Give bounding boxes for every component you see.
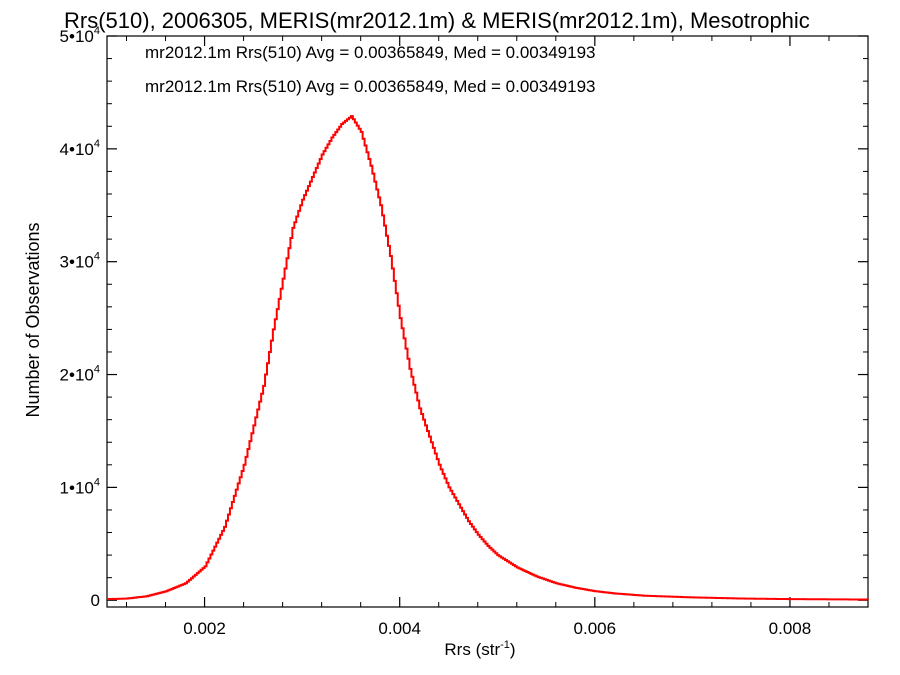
y-tick-label-base: 0 [91, 591, 100, 610]
y-tick-label-superscript: 4 [94, 251, 100, 263]
histogram-series-0 [107, 115, 869, 601]
y-tick-label-base: 3•10 [60, 253, 94, 272]
y-axis-label: Number of Observations [23, 222, 43, 417]
x-axis-label: Rrs (str-1) [444, 639, 515, 659]
x-axis-label-close: ) [510, 640, 516, 659]
x-axis: 0.002 0.004 0.006 0.008 [126, 36, 869, 638]
x-tick-label: 0.008 [769, 619, 812, 638]
y-tick-label-superscript: 4 [94, 476, 100, 488]
annotations: mr2012.1m Rrs(510) Avg = 0.00365849, Med… [145, 43, 596, 96]
chart-title: Rrs(510), 2006305, MERIS(mr2012.1m) & ME… [64, 8, 810, 33]
x-tick-label: 0.002 [183, 619, 226, 638]
y-tick-label-superscript: 4 [94, 364, 100, 376]
y-tick-label: 3•104 [60, 251, 100, 272]
y-tick-label-base: 1•10 [60, 478, 94, 497]
series-layer [107, 115, 869, 601]
y-tick-label-superscript: 4 [94, 25, 100, 37]
legend-annotation: mr2012.1m Rrs(510) Avg = 0.00365849, Med… [145, 43, 596, 62]
x-tick-label: 0.004 [378, 619, 421, 638]
legend-annotation: mr2012.1m Rrs(510) Avg = 0.00365849, Med… [145, 77, 596, 96]
x-axis-label-base: Rrs (str [444, 640, 500, 659]
plot-frame [106, 35, 869, 608]
y-tick-label: 2•104 [60, 364, 100, 385]
y-tick-label-base: 5•10 [60, 27, 94, 46]
y-tick-label: 4•104 [60, 138, 100, 159]
y-tick-label-superscript: 4 [94, 138, 100, 150]
y-tick-label: 0 [91, 591, 100, 610]
y-tick-label: 5•104 [60, 25, 100, 46]
x-axis-label-superscript: -1 [500, 639, 510, 651]
y-tick-label-base: 4•10 [60, 140, 94, 159]
y-tick-label-base: 2•10 [60, 366, 94, 385]
plot-area [106, 35, 869, 608]
y-tick-label: 1•104 [60, 476, 100, 497]
x-tick-label: 0.006 [574, 619, 617, 638]
